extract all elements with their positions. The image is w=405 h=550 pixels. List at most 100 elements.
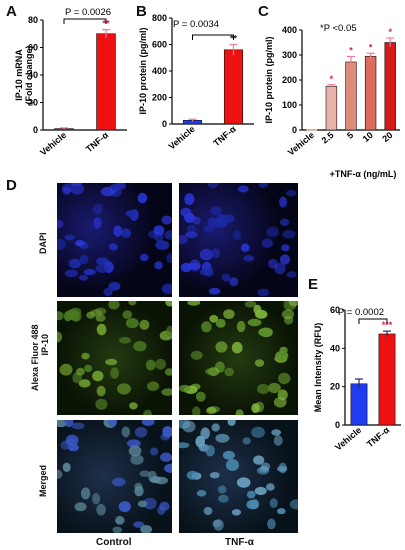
cell-nucleus <box>71 422 85 430</box>
micrograph-tnf-merged <box>179 420 298 533</box>
cell-nucleus <box>242 437 251 445</box>
cell-nucleus <box>265 483 275 491</box>
cell-nucleus <box>195 391 206 402</box>
cell-nucleus <box>108 420 117 427</box>
cell-nucleus <box>279 196 287 208</box>
cell-nucleus <box>68 258 81 269</box>
cell-nucleus <box>108 281 121 291</box>
cell-nucleus <box>57 311 64 321</box>
cell-nucleus <box>111 183 122 191</box>
significance-mark: * <box>349 46 353 56</box>
y-tick-label: 200 <box>282 75 297 85</box>
cell-nucleus <box>160 452 172 462</box>
cell-nucleus <box>218 494 229 503</box>
cell-nucleus <box>133 341 147 352</box>
cell-nucleus <box>271 429 282 436</box>
bar <box>325 85 338 131</box>
y-tick-label: 0 <box>292 125 297 135</box>
cell-nucleus <box>182 420 196 433</box>
cell-nucleus <box>233 230 241 241</box>
cell-nucleus <box>277 508 286 515</box>
cell-nucleus <box>166 253 172 264</box>
cell-nucleus <box>78 274 88 281</box>
cell-nucleus <box>179 442 190 449</box>
y-tick-label: 80 <box>28 15 38 25</box>
cell-nucleus <box>153 225 165 236</box>
cell-nucleus <box>258 183 268 188</box>
bar <box>378 333 396 426</box>
cell-nucleus <box>128 301 137 306</box>
cell-nucleus <box>243 255 255 262</box>
significance-bracket <box>358 318 388 324</box>
cell-nucleus <box>254 359 265 367</box>
cell-nucleus <box>209 314 219 323</box>
cell-nucleus <box>81 352 90 360</box>
cell-nucleus <box>286 271 297 278</box>
cell-nucleus <box>150 447 159 456</box>
cell-nucleus <box>288 301 298 307</box>
cell-nucleus <box>108 301 120 310</box>
cell-nucleus <box>133 521 145 528</box>
micrograph-cells <box>179 183 297 297</box>
cell-nucleus <box>161 283 172 294</box>
cell-nucleus <box>231 509 241 516</box>
cell-nucleus <box>215 341 228 353</box>
cell-nucleus <box>110 367 119 379</box>
cell-nucleus <box>134 427 148 438</box>
cell-nucleus <box>223 309 235 319</box>
cell-nucleus <box>57 331 63 343</box>
micrograph-cells <box>179 301 298 415</box>
x-category-label: TNF-α <box>365 425 392 450</box>
y-tick-label: 60 <box>28 43 38 53</box>
micrograph-cells <box>57 183 172 297</box>
micrograph-control-ip10 <box>57 301 172 415</box>
y-tick-label: 400 <box>282 25 297 35</box>
x-category-label: TNF-α <box>84 130 111 155</box>
cell-nucleus <box>203 506 213 516</box>
cell-nucleus <box>92 493 101 505</box>
cell-nucleus <box>275 350 289 361</box>
cell-nucleus <box>221 214 235 223</box>
col-label-tnf: TNF-α <box>225 537 254 548</box>
p-value-annotation: *P <0.05 <box>320 23 357 34</box>
cell-nucleus <box>139 319 150 330</box>
cell-nucleus <box>195 435 205 448</box>
cell-nucleus <box>159 501 170 511</box>
cell-nucleus <box>109 243 118 251</box>
cell-nucleus <box>139 470 151 477</box>
y-tick-label: 0 <box>33 125 38 135</box>
cell-nucleus <box>62 462 71 472</box>
cell-nucleus <box>180 207 192 217</box>
x-category-label: 5 <box>345 130 355 141</box>
cell-nucleus <box>253 304 262 315</box>
cell-nucleus <box>103 287 113 297</box>
cell-nucleus <box>100 186 115 197</box>
bar <box>350 383 368 426</box>
cell-nucleus <box>282 230 296 239</box>
cell-nucleus <box>154 261 163 270</box>
cell-nucleus <box>211 248 221 259</box>
cell-nucleus <box>273 397 287 408</box>
cell-nucleus <box>119 337 131 344</box>
cell-nucleus <box>210 206 222 216</box>
significance-bracket <box>192 34 234 40</box>
cell-nucleus <box>222 450 235 460</box>
cell-nucleus <box>96 504 106 516</box>
cell-nucleus <box>80 487 91 500</box>
cell-nucleus <box>207 217 217 228</box>
cell-nucleus <box>246 499 259 510</box>
cell-nucleus <box>236 477 251 488</box>
chart-b: 0 200 400 600 800 IP-10 protein (pg/ml) Vehicl… <box>138 13 254 151</box>
cell-nucleus <box>61 186 72 195</box>
cell-nucleus <box>276 465 288 472</box>
cell-nucleus <box>59 363 73 376</box>
cell-nucleus <box>84 364 93 373</box>
x-category-label: Vehicle <box>38 130 68 158</box>
cell-nucleus <box>161 388 172 396</box>
cell-nucleus <box>189 259 201 272</box>
significance-mark: * <box>369 42 373 52</box>
cell-nucleus <box>266 226 279 238</box>
cell-nucleus <box>79 254 89 265</box>
col-label-control: Control <box>96 537 132 548</box>
cell-nucleus <box>185 231 198 238</box>
